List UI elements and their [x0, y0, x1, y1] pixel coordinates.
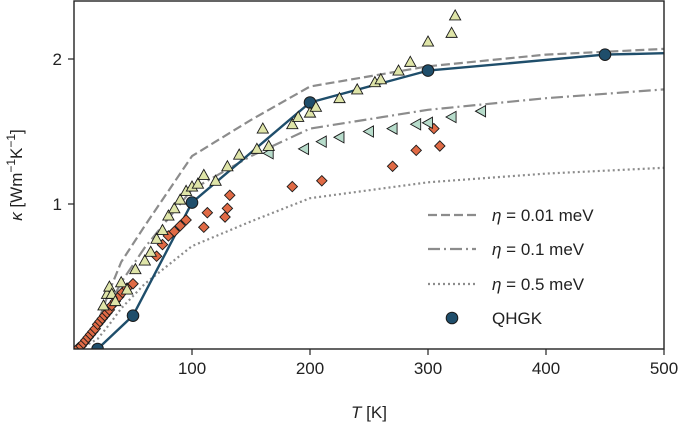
triangle-left-point-6 — [409, 117, 422, 131]
triangle-up-point-7 — [128, 262, 142, 275]
triangle-up-point-10 — [150, 232, 163, 244]
triangle-up-point-5 — [114, 275, 128, 288]
triangle-up-point-26 — [291, 110, 305, 122]
triangle-up-point-12 — [162, 209, 175, 221]
triangle-up-point-11 — [156, 223, 169, 236]
triangle-up-point-9 — [144, 245, 158, 257]
diamond-point-23 — [168, 225, 181, 238]
diamond-point-32 — [315, 174, 328, 187]
diamond-point-31 — [286, 180, 299, 193]
x-tick-label-0: 100 — [178, 359, 206, 378]
triangle-left-point-9 — [474, 104, 487, 118]
legend-label-eta-01: η = 0.1 meV — [492, 240, 585, 259]
legend-label-eta-001: η = 0.01 meV — [492, 206, 594, 225]
triangle-up-point-32 — [374, 72, 388, 85]
triangle-up-point-34 — [403, 55, 417, 67]
qhgk-point-4 — [421, 64, 435, 77]
x-tick-label-3: 400 — [532, 359, 560, 378]
diamond-point-36 — [433, 140, 446, 152]
y-tick-label-1: 2 — [53, 50, 62, 69]
triangle-up-point-18 — [197, 168, 211, 180]
diamond-point-27 — [201, 206, 214, 219]
qhgk-point-5 — [598, 48, 612, 61]
plot-data-layer — [74, 8, 664, 349]
triangle-up-point-23 — [256, 122, 270, 134]
triangle-left-point-2 — [315, 135, 327, 149]
triangle-up-point-3 — [105, 287, 119, 299]
triangle-up-point-13 — [167, 201, 181, 214]
triangle-up-point-29 — [333, 91, 346, 104]
plot-frame — [73, 0, 665, 350]
diamond-point-26 — [197, 221, 210, 234]
diamond-point-30 — [223, 189, 236, 202]
diamond-point-19 — [127, 277, 139, 290]
triangle-up-point-4 — [108, 294, 122, 307]
diamond-point-25 — [180, 214, 192, 226]
triangle-up-point-20 — [221, 159, 234, 172]
triangle-up-point-14 — [173, 193, 187, 205]
series-line-dashed — [78, 47, 664, 349]
triangle-up-point-22 — [250, 142, 264, 154]
triangle-up-point-36 — [445, 26, 458, 38]
diamond-point-24 — [174, 219, 187, 232]
triangle-up-point-8 — [138, 254, 152, 266]
triangle-left-point-3 — [332, 130, 345, 144]
y-axis-label: κ [Wm−1K−1] — [4, 129, 26, 221]
triangle-up-point-0 — [97, 298, 110, 311]
triangle-up-point-6 — [120, 283, 134, 295]
triangle-left-point-5 — [386, 122, 398, 135]
triangle-up-point-28 — [309, 100, 323, 112]
legend-swatch-qhgk — [445, 311, 459, 325]
x-tick-label-1: 200 — [296, 359, 324, 378]
x-tick-label-4: 500 — [650, 359, 678, 378]
triangle-up-point-37 — [448, 8, 462, 21]
triangle-left-point-1 — [297, 142, 310, 156]
triangle-up-point-2 — [103, 280, 116, 292]
qhgk-point-0 — [91, 342, 104, 349]
diamond-point-29 — [221, 202, 234, 215]
axis-ticks: 100 200 300 400 500 1 2 — [53, 50, 679, 378]
qhgk-point-2 — [185, 196, 199, 209]
triangle-up-point-35 — [421, 35, 435, 47]
triangle-up-point-19 — [209, 174, 222, 186]
triangle-left-point-4 — [362, 125, 374, 138]
x-axis-label: T [K] — [351, 403, 387, 422]
triangle-up-point-30 — [350, 82, 364, 95]
qhgk-point-1 — [126, 309, 140, 322]
triangle-up-point-27 — [303, 106, 317, 118]
triangle-up-point-17 — [191, 177, 205, 189]
y-tick-label-0: 1 — [53, 195, 62, 214]
triangle-up-point-25 — [285, 117, 299, 130]
triangle-up-point-21 — [232, 148, 246, 160]
diamond-point-28 — [219, 211, 231, 223]
diamond-point-33 — [386, 160, 399, 173]
triangle-left-point-8 — [445, 110, 457, 124]
legend-label-qhgk: QHGK — [492, 309, 543, 328]
triangle-left-point-7 — [421, 116, 433, 130]
legend-label-eta-05: η = 0.5 meV — [492, 275, 585, 294]
triangle-up-point-24 — [262, 139, 276, 151]
triangle-up-point-33 — [392, 64, 405, 76]
legend: η = 0.01 meV η = 0.1 meV η = 0.5 meV QHG… — [428, 206, 594, 328]
diamond-point-34 — [410, 144, 423, 157]
x-tick-label-2: 300 — [414, 359, 442, 378]
